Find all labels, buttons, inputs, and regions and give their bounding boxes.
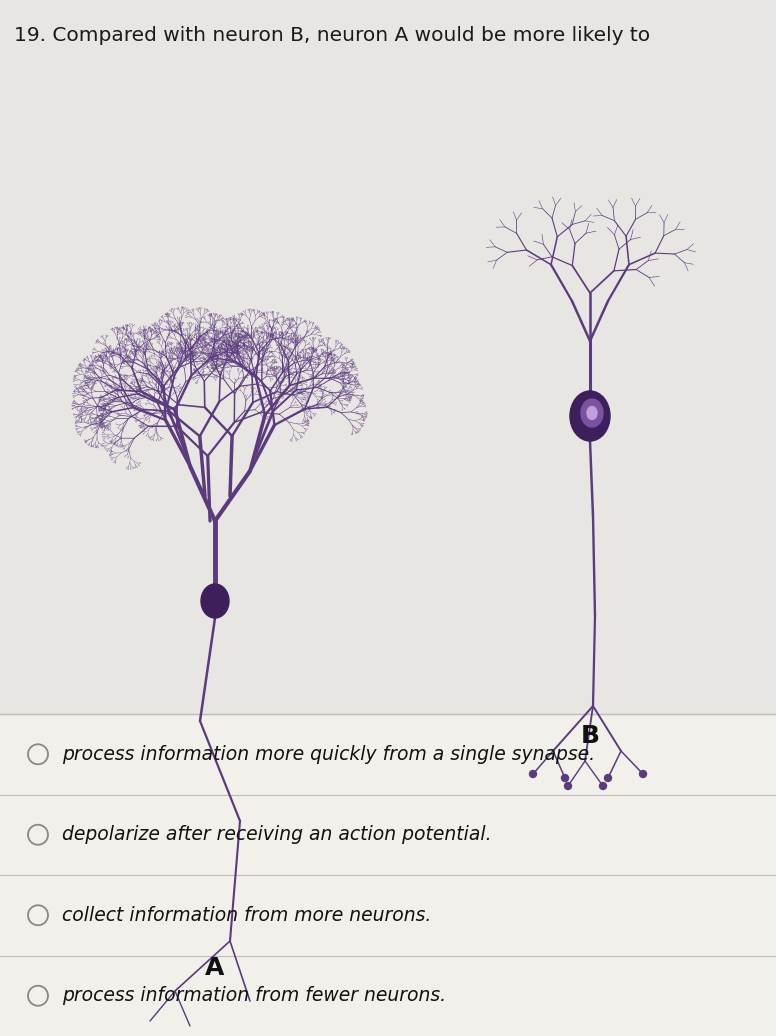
Ellipse shape — [201, 584, 229, 618]
Text: process information more quickly from a single synapse.: process information more quickly from a … — [62, 745, 595, 764]
Text: B: B — [580, 724, 600, 748]
Text: process information from fewer neurons.: process information from fewer neurons. — [62, 986, 446, 1005]
Circle shape — [562, 775, 569, 781]
Text: collect information from more neurons.: collect information from more neurons. — [62, 905, 431, 925]
Text: A: A — [206, 956, 225, 980]
Text: depolarize after receiving an action potential.: depolarize after receiving an action pot… — [62, 826, 492, 844]
Circle shape — [600, 782, 607, 789]
Circle shape — [639, 771, 646, 777]
FancyBboxPatch shape — [0, 714, 776, 1036]
Ellipse shape — [570, 391, 610, 441]
Ellipse shape — [581, 399, 603, 427]
Ellipse shape — [587, 406, 597, 420]
Circle shape — [564, 782, 571, 789]
Text: 19. Compared with neuron B, neuron A would be more likely to: 19. Compared with neuron B, neuron A wou… — [14, 26, 650, 45]
Circle shape — [605, 775, 611, 781]
Circle shape — [529, 771, 536, 777]
